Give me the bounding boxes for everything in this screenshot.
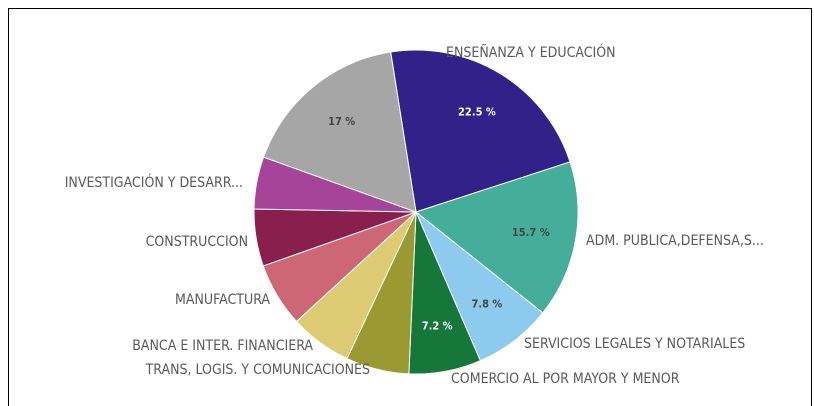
category-label: SERVICIOS LEGALES Y NOTARIALES bbox=[524, 336, 745, 352]
category-label: ADM. PUBLICA,DEFENSA,S... bbox=[586, 233, 764, 249]
value-label: 7.8 % bbox=[471, 298, 502, 311]
frame bbox=[8, 8, 812, 406]
value-label: 15.7 % bbox=[512, 226, 550, 239]
category-label: INVESTIGACIÓN Y DESARR... bbox=[65, 173, 243, 191]
value-label: 22.5 % bbox=[458, 106, 496, 119]
category-label: COMERCIO AL POR MAYOR Y MENOR bbox=[451, 371, 680, 387]
category-label: ENSEÑANZA Y EDUCACIÓN bbox=[446, 43, 616, 61]
category-label: TRANS, LOGIS. Y COMUNICACIONES bbox=[145, 362, 370, 378]
value-label: 17 % bbox=[328, 115, 355, 128]
category-label: BANCA E INTER. FINANCIERA bbox=[132, 338, 313, 354]
category-label: MANUFACTURA bbox=[175, 292, 270, 308]
pie-slice bbox=[414, 161, 579, 314]
pie-slice bbox=[390, 49, 571, 213]
pie-slice bbox=[262, 51, 417, 213]
value-label: 7.2 % bbox=[422, 320, 453, 333]
category-label: CONSTRUCCION bbox=[146, 234, 248, 250]
